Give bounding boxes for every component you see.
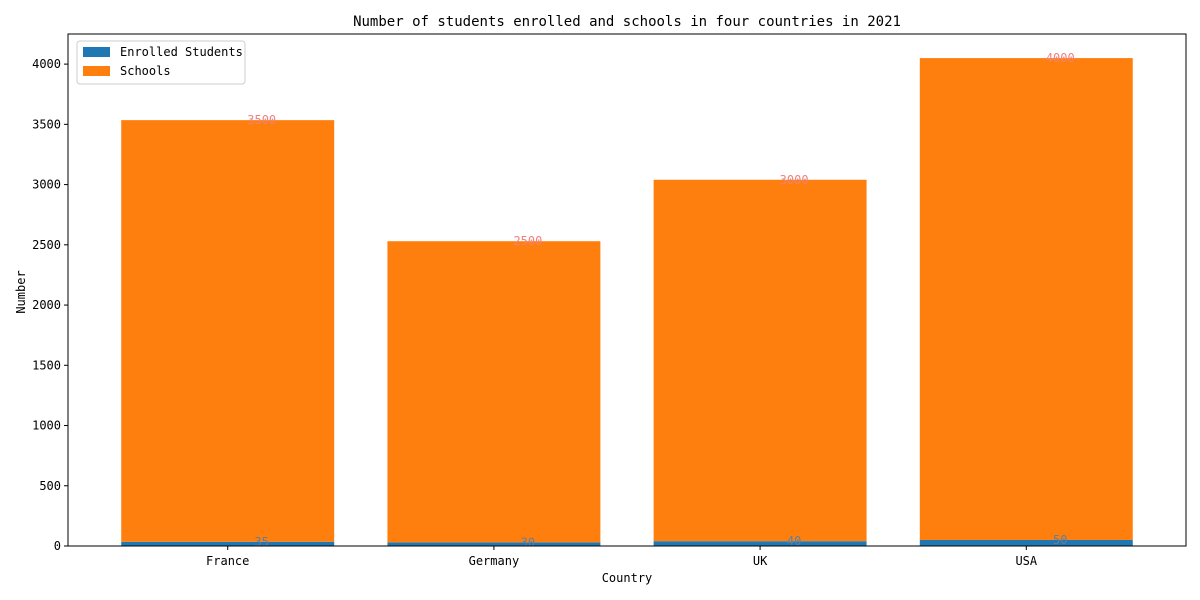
- x-tick-label-germany: Germany: [469, 554, 520, 568]
- y-axis: 0 500 1000 1500 2000 2500 3000 3500 4000: [32, 57, 68, 553]
- y-tick-label: 500: [39, 479, 61, 493]
- data-label-students-usa: 50: [1053, 533, 1067, 547]
- y-tick-label: 3000: [32, 178, 61, 192]
- legend-swatch-schools: [83, 66, 110, 76]
- bar-students-uk: [653, 541, 867, 546]
- legend-label-schools: Schools: [120, 64, 171, 78]
- x-tick-label-usa: USA: [1015, 554, 1037, 568]
- y-tick-label: 0: [54, 539, 61, 553]
- x-tick-label-france: France: [206, 554, 249, 568]
- data-label-schools-germany: 2500: [513, 234, 542, 248]
- bars-layer: [121, 58, 1133, 546]
- x-tick-label-uk: UK: [753, 554, 768, 568]
- bar-students-germany: [387, 542, 601, 546]
- data-label-schools-usa: 4000: [1046, 51, 1075, 65]
- data-label-schools-france: 3500: [247, 113, 276, 127]
- legend-box: [76, 40, 246, 85]
- y-tick-label: 4000: [32, 57, 61, 71]
- y-tick-label: 3500: [32, 117, 61, 131]
- y-tick-label: 1000: [32, 419, 61, 433]
- y-tick-label: 1500: [32, 358, 61, 372]
- legend: Enrolled Students Schools: [76, 40, 246, 85]
- bar-schools-germany: [387, 241, 601, 543]
- bar-schools-usa: [919, 58, 1133, 540]
- x-axis-label: Country: [602, 571, 653, 585]
- y-tick-label: 2500: [32, 238, 61, 252]
- chart-title: Number of students enrolled and schools …: [353, 14, 901, 30]
- data-label-students-germany: 30: [521, 535, 535, 549]
- plot-frame: [67, 33, 1187, 547]
- y-tick-label: 2000: [32, 298, 61, 312]
- bar-schools-uk: [653, 179, 867, 542]
- data-label-students-uk: 40: [787, 534, 801, 548]
- x-axis: France Germany UK USA: [206, 546, 1038, 568]
- bar-schools-france: [121, 120, 335, 542]
- bar-students-usa: [919, 539, 1133, 546]
- legend-label-students: Enrolled Students: [120, 45, 243, 59]
- y-axis-label: Number: [14, 270, 28, 313]
- legend-swatch-students: [83, 47, 110, 57]
- data-label-schools-uk: 3000: [780, 173, 809, 187]
- bar-students-france: [121, 541, 335, 546]
- data-label-students-france: 35: [254, 535, 268, 549]
